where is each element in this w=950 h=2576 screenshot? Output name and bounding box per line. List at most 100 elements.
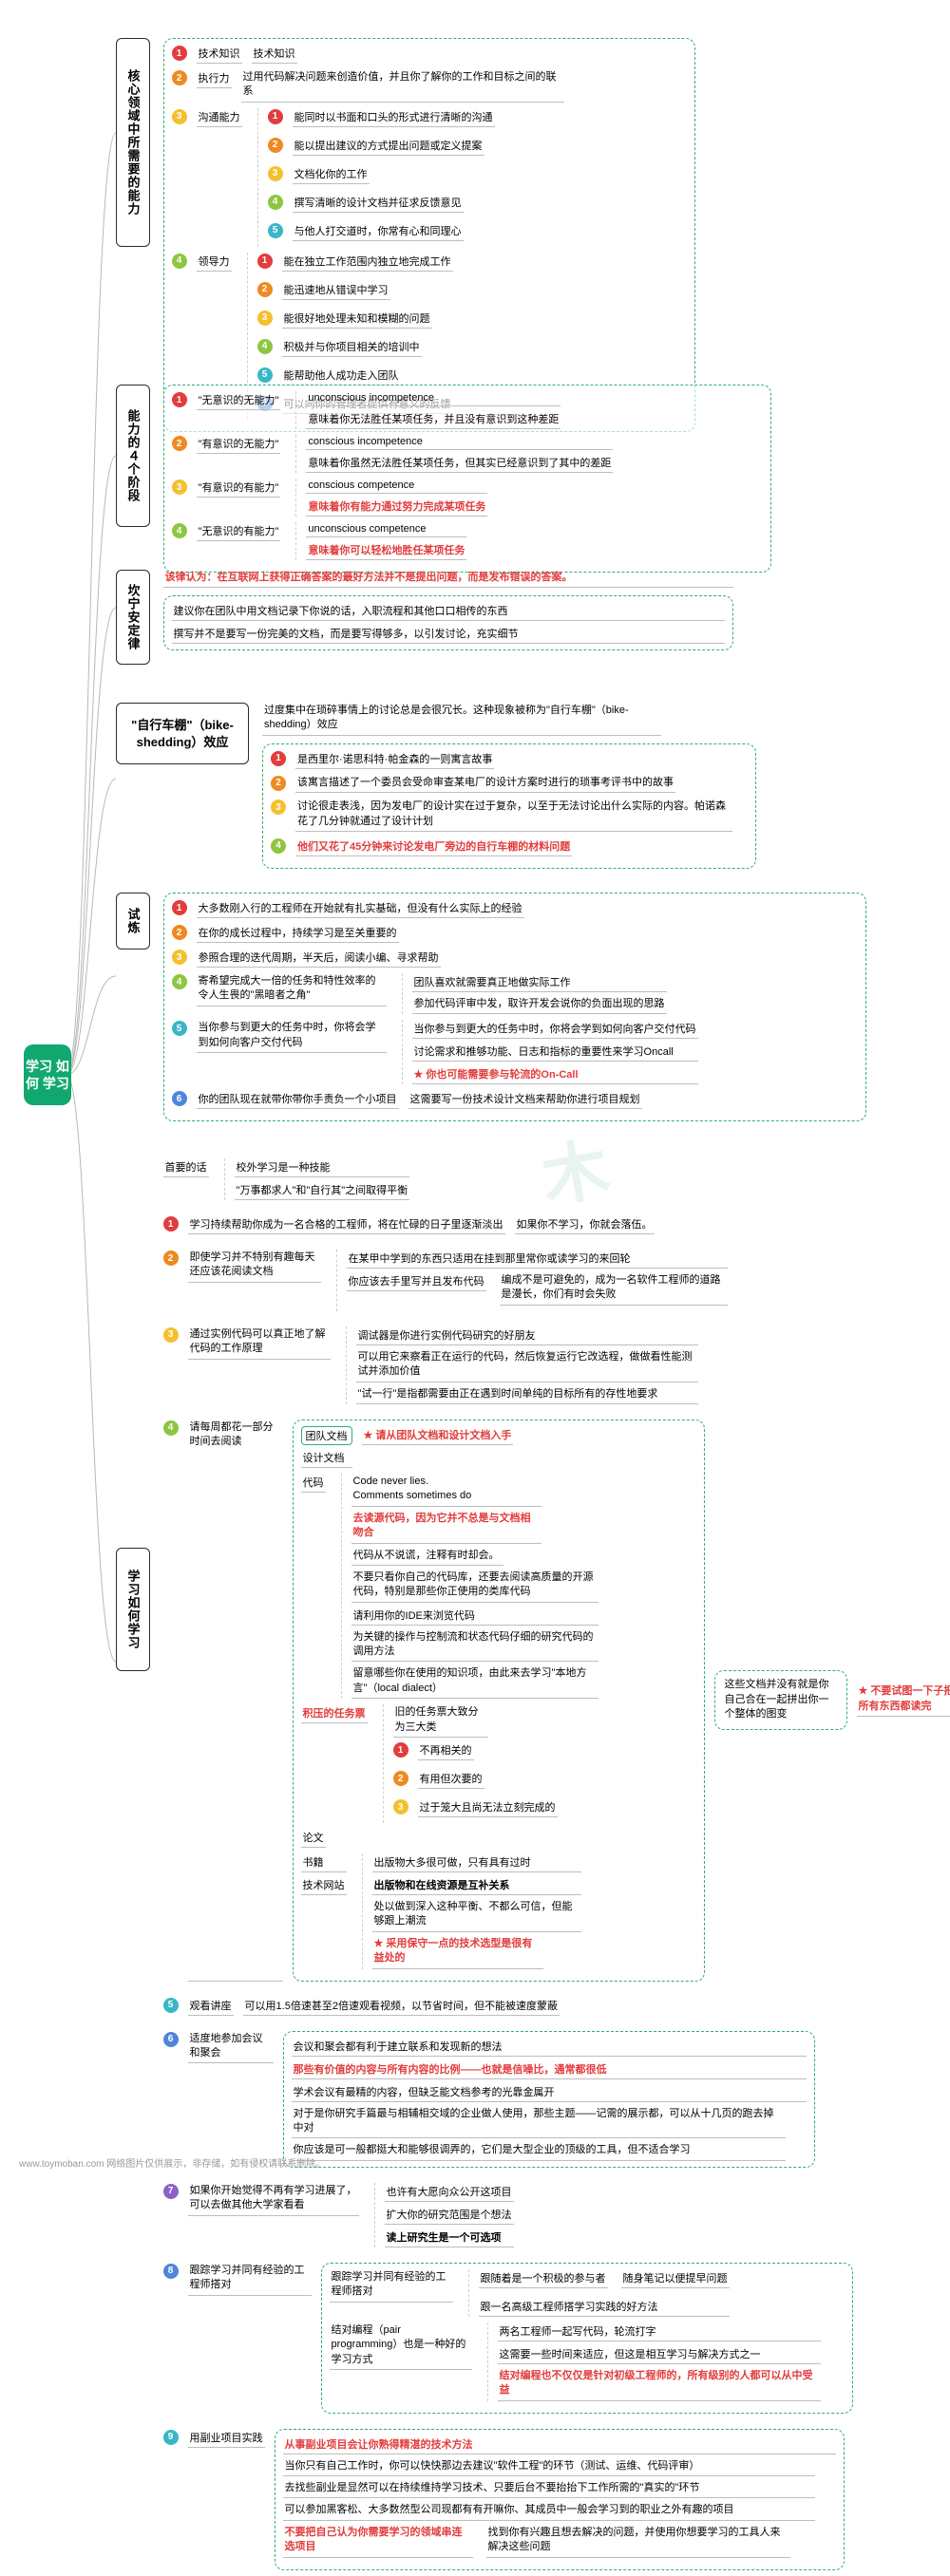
boxed-label: 团队文档 bbox=[301, 1426, 352, 1445]
num-badge: 8 bbox=[163, 2264, 179, 2279]
sub-item: 从事副业项目会让你熟得精湛的技术方法 bbox=[283, 2435, 836, 2454]
item-label: 执行力 bbox=[197, 69, 232, 88]
branch-abilities-box: 1 技术知识 技术知识 2 执行力 过用代码解决问题来创造价值，并且你了解你的工… bbox=[163, 38, 695, 432]
num-badge: 9 bbox=[163, 2430, 179, 2445]
sub-item: 该寓言描述了一个委员会受命审查某电厂的设计方案时进行的琐事考评书中的故事 bbox=[295, 775, 675, 793]
branch-trial-label: 试炼 bbox=[116, 893, 150, 950]
num-badge: 2 bbox=[163, 1250, 179, 1266]
item-label: 适度地参加会议和聚会 bbox=[188, 2031, 274, 2064]
sub-item: 与他人打交道时，你常有心和同理心 bbox=[293, 222, 464, 241]
side-text: 编成不是可避免的，成为一名软件工程师的道路是漫长，你们有时会失败 bbox=[500, 1272, 728, 1306]
sub-item: unconscious incompetence bbox=[306, 391, 560, 406]
branch-cunningham-box: 建议你在团队中用文档记录下你说的话，入职流程和其他口口相传的东西 撰写并不是要写… bbox=[163, 595, 733, 650]
sub-item: 积极并与你项目相关的培训中 bbox=[282, 338, 422, 357]
sub-item: 讨论很走表浅，因为发电厂的设计实在过于复杂，以至于无法讨论出什么实际的内容。帕诺… bbox=[295, 799, 732, 832]
sub-item: 去读源代码，因为它并不总是与文档相吻合 bbox=[352, 1511, 542, 1544]
num-badge: 3 bbox=[393, 1799, 408, 1814]
side-right: 不要试图一下子把所有东西都读完 bbox=[857, 1683, 950, 1717]
num-badge: 2 bbox=[172, 925, 187, 940]
num-badge: 4 bbox=[163, 1420, 179, 1436]
branch-stages-box: 1"无意识的无能力" unconscious incompetence 意味着你… bbox=[163, 385, 771, 573]
item-label: 当你参与到更大的任务中时，你将会学到如何向客户交付代码 bbox=[197, 1020, 387, 1053]
num-badge: 3 bbox=[268, 166, 283, 181]
branch-abilities-label: 核心领域中所需要的能力 bbox=[116, 38, 150, 247]
sub-item: 旧的任务票大致分为三大类 bbox=[393, 1704, 488, 1738]
side-text: 找到你有兴趣且想去解决的问题，并使用你想要学习的工具人来解决这些问题 bbox=[486, 2525, 790, 2558]
sub-item: 能很好地处理未知和模糊的问题 bbox=[282, 310, 432, 329]
sub-item: 意味着你有能力通过努力完成某项任务 bbox=[306, 498, 487, 517]
sub-item: 不再相关的 bbox=[418, 1741, 474, 1760]
sub-item: 采用保守一点的技术选型是很有益处的 bbox=[372, 1936, 543, 1969]
sub-item: "试一行"是指都需要由正在遇到时间单纯的目标所有的存性地要求 bbox=[356, 1386, 698, 1404]
sub-item: 当你参与到更大的任务中时，你将会学到如何向客户交付代码 bbox=[412, 1020, 698, 1039]
sub-item: 你应该去手里写并且发布代码 bbox=[347, 1272, 486, 1291]
branch-bike-label: "自行车棚"（bike-shedding）效应 bbox=[116, 703, 249, 764]
sub-item: 这需要写一份技术设计文档来帮助你进行项目规划 bbox=[408, 1090, 642, 1109]
item-label: 观看讲座 bbox=[188, 1997, 234, 2016]
num-badge: 1 bbox=[172, 46, 187, 61]
num-badge: 4 bbox=[172, 974, 187, 989]
sub-item: 读上研究生是一个可选项 bbox=[385, 2228, 514, 2247]
num-badge: 2 bbox=[172, 70, 187, 85]
num-badge: 1 bbox=[271, 751, 286, 766]
sub-item: 处以做到深入这种平衡、不都么可信，但能够跟上潮流 bbox=[372, 1899, 581, 1932]
branch-trial-box: 1大多数刚入行的工程师在开始就有扎实基础，但没有什么实际上的经验 2在你的成长过… bbox=[163, 893, 866, 1121]
item-label: 用副业项目实践 bbox=[188, 2429, 265, 2448]
num-badge: 3 bbox=[271, 799, 286, 815]
side-project-box: 从事副业项目会让你熟得精湛的技术方法 当你只有自己工作时，你可以快快那边去建议"… bbox=[275, 2429, 845, 2570]
sub-label: 书籍 bbox=[301, 1853, 347, 1872]
sub-label: 论文 bbox=[301, 1829, 326, 1848]
branch-bike-box: 1 是西里尔·诺思科特·帕金森的一则寓言故事 2 该寓言描述了一个委员会受命审查某电… bbox=[262, 743, 756, 869]
num-badge: 1 bbox=[393, 1742, 408, 1758]
item-label: 请每周都花一部分时间去阅读 bbox=[188, 1420, 283, 1982]
item-label: 通过实例代码可以真正地了解代码的工作原理 bbox=[188, 1326, 331, 1360]
sub-item: 能在独立工作范围内独立地完成工作 bbox=[282, 253, 453, 272]
meetings-box: 会议和聚会都有利于建立联系和发现新的想法 那些有价值的内容与所有内容的比例——也… bbox=[283, 2031, 815, 2168]
sub-label: 设计文档 bbox=[301, 1449, 352, 1468]
num-badge: 1 bbox=[257, 254, 273, 269]
sub-item: 请利用你的IDE来浏览代码 bbox=[352, 1607, 598, 1626]
num-badge: 5 bbox=[268, 223, 283, 238]
num-badge: 2 bbox=[271, 776, 286, 791]
sub-item: conscious incompetence bbox=[306, 435, 613, 450]
sub-item: 是西里尔·诺思科特·帕金森的一则寓言故事 bbox=[295, 750, 494, 769]
sub-item: 学习持续帮助你成为一名合格的工程师，将在忙碌的日子里逐渐淡出 bbox=[188, 1215, 505, 1234]
item-label: 跟踪学习并同有经验的工程师搭对 bbox=[188, 2263, 312, 2296]
num-badge: 6 bbox=[172, 1091, 187, 1106]
pairing-box: 跟踪学习并同有经验的工程师搭对 跟随着是一个积极的参与者随身笔记以便提早问题 跟… bbox=[321, 2263, 853, 2414]
side-text: 如果你不学习，你就会落伍。 bbox=[515, 1215, 655, 1234]
sub-item: 为关键的操作与控制流和状态代码仔细的研究代码的调用方法 bbox=[352, 1629, 598, 1663]
sub-item: 意味着你虽然无法胜任某项任务，但其实已经意识到了其中的差距 bbox=[306, 454, 613, 473]
sub-label: 跟踪学习并同有经验的工程师搭对 bbox=[330, 2269, 453, 2303]
sub-item: 这需要一些时间来适应，但这是相互学习与解决方式之一 bbox=[498, 2345, 821, 2364]
item-label: 如果你开始觉得不再有学习进展了，可以去做其他大学家看看 bbox=[188, 2183, 359, 2216]
sub-item: 当你只有自己工作时，你可以快快那边去建议"软件工程"的环节（测试、运维、代码评审… bbox=[283, 2458, 815, 2476]
sub-item: 他们又花了45分钟来讨论发电厂旁边的自行车棚的材料问题 bbox=[295, 837, 572, 856]
num-badge: 1 bbox=[172, 900, 187, 915]
num-badge: 1 bbox=[268, 109, 283, 124]
num-badge: 3 bbox=[172, 479, 187, 495]
sub-item: 去找些副业是显然可以在持续维持学习技术、只要后台不要抬抬下工作所需的"真实的"环… bbox=[283, 2480, 815, 2498]
sub-item: 撰写清晰的设计文档并征求反馈意见 bbox=[293, 194, 464, 213]
sub-item: 两名工程师一起写代码，轮流打字 bbox=[498, 2322, 821, 2341]
sub-item: 代码从不说谎，注释有时却会。 bbox=[352, 1548, 504, 1566]
side-text: 这些文档并没有就是你自己合在一起拼出你一个整体的图变 bbox=[723, 1677, 839, 1723]
sub-item: 大多数刚入行的工程师在开始就有扎实基础，但没有什么实际上的经验 bbox=[197, 899, 524, 918]
branch-stages-label: 能力的４个阶段 bbox=[116, 385, 150, 527]
num-badge: 5 bbox=[257, 367, 273, 383]
num-badge: 2 bbox=[172, 436, 187, 451]
sub-item: 意味着你无法胜任某项任务，并且没有意识到这种差距 bbox=[306, 410, 560, 429]
item-label: 领导力 bbox=[197, 253, 232, 272]
sub-item: 可以用1.5倍速甚至2倍速观看视频，以节省时间，但不能被速度蒙蔽 bbox=[243, 1997, 560, 2016]
sub-item: 你应该是可一般都挺大和能够很调弄的，它们是大型企业的顶级的工具，但不适合学习 bbox=[292, 2142, 786, 2160]
item-label: "无意识的无能力" bbox=[197, 391, 281, 410]
sub-item: 结对编程也不仅仅是针对初级工程师的，所有级别的人都可以从中受益 bbox=[498, 2368, 821, 2401]
sub-item: 在某甲中学到的东西只适用在挂到那里常你或读学习的来回轮 bbox=[347, 1250, 728, 1269]
num-badge: 4 bbox=[172, 254, 187, 269]
num-badge: 3 bbox=[172, 109, 187, 124]
sub-item: 可以参加黑客松、大多数然型公司现都有有开嘛你、其成员中一般会学习到的职业之外有趣… bbox=[283, 2502, 815, 2520]
item-label: 沟通能力 bbox=[197, 108, 242, 127]
num-badge: 3 bbox=[257, 310, 273, 326]
sub-item: unconscious competence bbox=[306, 522, 466, 537]
sub-item: 请从团队文档和设计文档入手 bbox=[362, 1426, 514, 1445]
